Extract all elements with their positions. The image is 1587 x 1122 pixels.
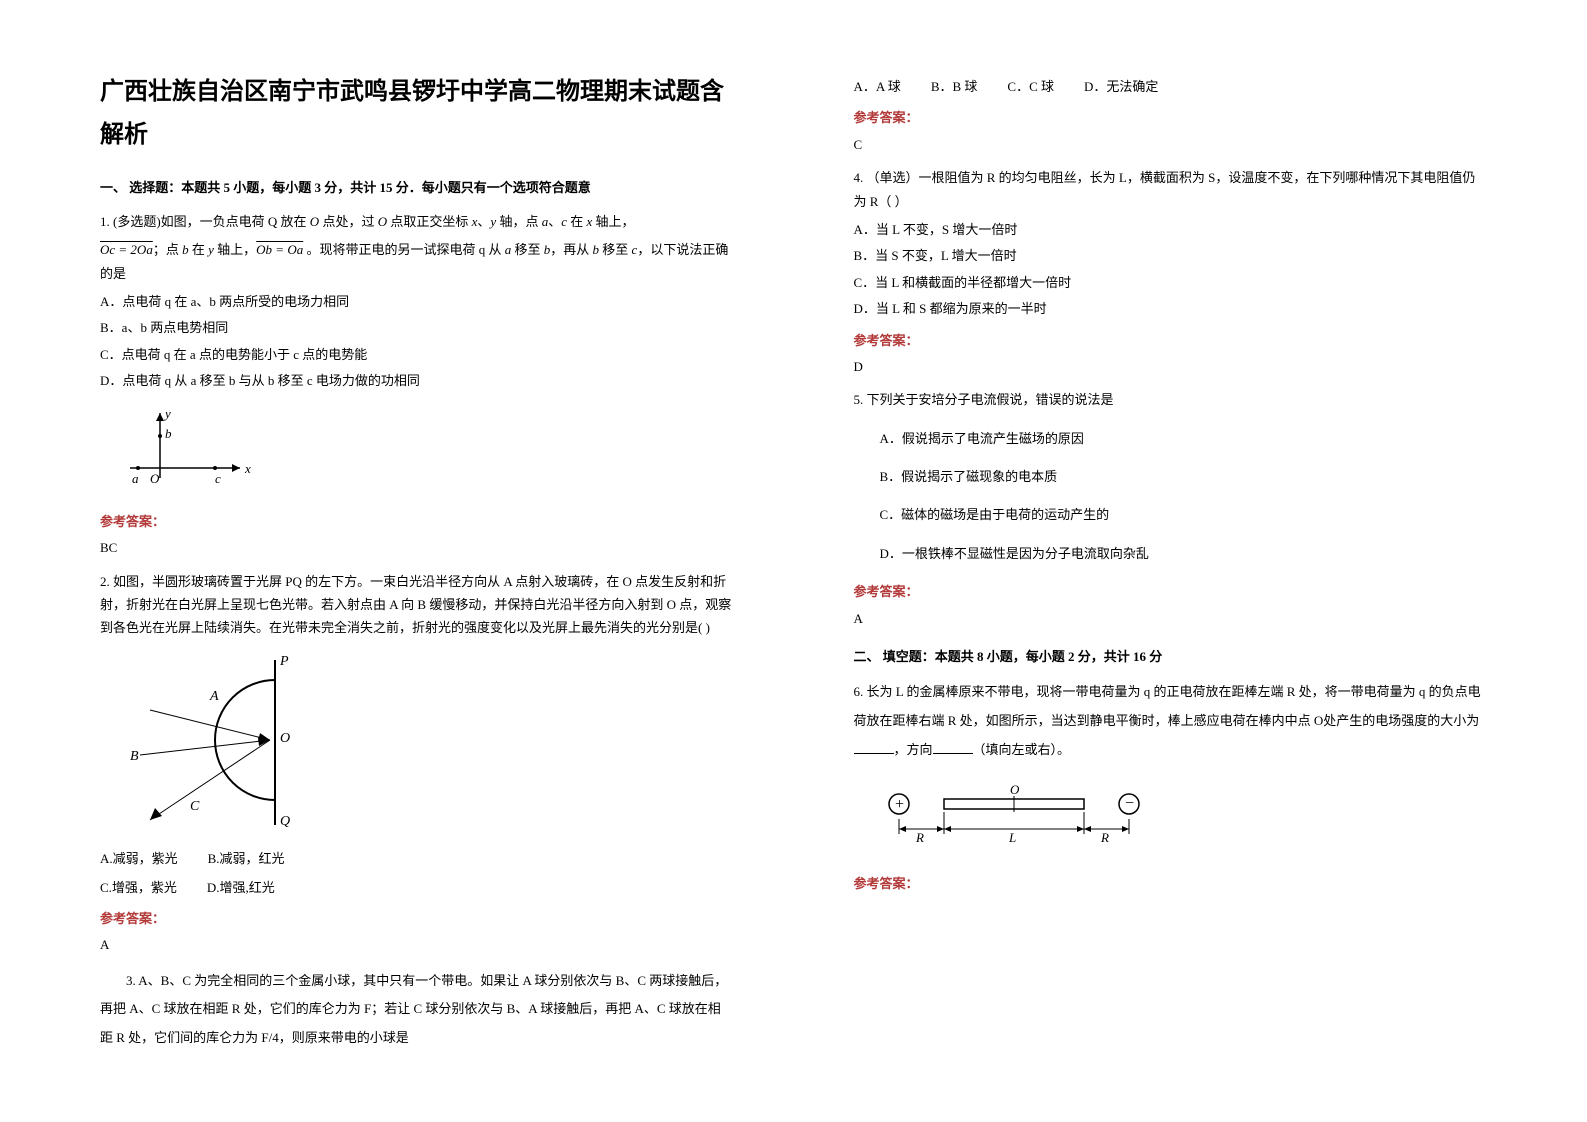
left-page: 广西壮族自治区南宁市武鸣县锣圩中学高二物理期末试题含解析 一、 选择题：本题共 … xyxy=(0,0,794,1122)
q5-answer-label: 参考答案： xyxy=(854,580,1488,603)
question-5: 5. 下列关于安培分子电流假说，错误的说法是 A．假说揭示了电流产生磁场的原因 … xyxy=(854,388,1488,630)
q5-text: 5. 下列关于安培分子电流假说，错误的说法是 xyxy=(854,388,1488,411)
q2-optA: A.减弱，紫光 xyxy=(100,847,178,870)
document-title: 广西壮族自治区南宁市武鸣县锣圩中学高二物理期末试题含解析 xyxy=(100,70,734,156)
q3-optA: A．A 球 xyxy=(854,75,901,98)
svg-text:b: b xyxy=(165,426,172,441)
q5-optD: D．一根铁棒不显磁性是因为分子电流取向杂乱 xyxy=(880,542,1488,565)
question-2: 2. 如图，半圆形玻璃砖置于光屏 PQ 的左下方。一束白光沿半径方向从 A 点射… xyxy=(100,570,734,957)
q1-figure: y x a O b c xyxy=(120,403,734,500)
q2-optD: D.增强,红光 xyxy=(207,876,275,899)
q4-text: 4. （单选）一根阻值为 R 的均匀电阻丝，长为 L，横截面积为 S，设温度不变… xyxy=(854,166,1488,213)
q5-optC: C．磁体的磁场是由于电荷的运动产生的 xyxy=(880,503,1488,526)
q1-text: 1. (多选题)如图，一负点电荷 Q 放在 O 点处，过 O 点取正交坐标 x、… xyxy=(100,210,734,233)
q4-answer-label: 参考答案： xyxy=(854,329,1488,352)
right-page: A．A 球 B．B 球 C．C 球 D．无法确定 参考答案： C 4. （单选）… xyxy=(794,0,1587,1122)
svg-text:R: R xyxy=(1100,830,1109,845)
q2-answer: A xyxy=(100,933,734,956)
q6-answer-label: 参考答案： xyxy=(854,872,1488,895)
q1-optC: C．点电荷 q 在 a 点的电势能小于 c 点的电势能 xyxy=(100,343,734,366)
svg-text:O: O xyxy=(150,471,160,486)
q3-optC: C．C 球 xyxy=(1007,75,1054,98)
svg-text:A: A xyxy=(209,689,219,704)
q3-options: A．A 球 B．B 球 C．C 球 D．无法确定 xyxy=(854,75,1488,98)
q5-optB: B．假说揭示了磁现象的电本质 xyxy=(880,465,1488,488)
svg-text:P: P xyxy=(279,654,289,669)
question-4: 4. （单选）一根阻值为 R 的均匀电阻丝，长为 L，横截面积为 S，设温度不变… xyxy=(854,166,1488,378)
charge-rod-svg: + O − R L R xyxy=(874,774,1174,854)
question-6: 6. 长为 L 的金属棒原来不带电，现将一带电荷量为 q 的正电荷放在距棒左端 … xyxy=(854,678,1488,895)
section2-header: 二、 填空题：本题共 8 小题，每小题 2 分，共计 16 分 xyxy=(854,645,1488,668)
q6-text: 6. 长为 L 的金属棒原来不带电，现将一带电荷量为 q 的正电荷放在距棒左端 … xyxy=(854,678,1488,764)
svg-text:O: O xyxy=(280,731,290,746)
q1-optA: A．点电荷 q 在 a、b 两点所受的电场力相同 xyxy=(100,290,734,313)
q3-text: 3. A、B、C 为完全相同的三个金属小球，其中只有一个带电。如果让 A 球分别… xyxy=(100,967,734,1053)
q4-answer: D xyxy=(854,355,1488,378)
svg-text:x: x xyxy=(244,461,251,476)
q3-optB: B．B 球 xyxy=(931,75,978,98)
svg-text:y: y xyxy=(163,406,171,421)
svg-text:B: B xyxy=(130,749,139,764)
q6-figure: + O − R L R xyxy=(874,774,1488,861)
q2-options-row1: A.减弱，紫光 B.减弱，红光 xyxy=(100,847,734,870)
svg-text:C: C xyxy=(190,799,200,814)
q4-optA: A．当 L 不变，S 增大一倍时 xyxy=(854,218,1488,241)
q2-answer-label: 参考答案： xyxy=(100,907,734,930)
svg-text:−: − xyxy=(1125,795,1134,812)
svg-text:+: + xyxy=(895,796,904,813)
q3-answer: C xyxy=(854,133,1488,156)
q1-optD: D．点电荷 q 从 a 移至 b 与从 b 移至 c 电场力做的功相同 xyxy=(100,369,734,392)
svg-text:L: L xyxy=(1008,830,1016,845)
q2-text: 2. 如图，半圆形玻璃砖置于光屏 PQ 的左下方。一束白光沿半径方向从 A 点射… xyxy=(100,570,734,640)
svg-text:a: a xyxy=(132,471,139,486)
q1-answer-label: 参考答案： xyxy=(100,510,734,533)
q1-optB: B．a、b 两点电势相同 xyxy=(100,316,734,339)
q2-optC: C.增强，紫光 xyxy=(100,876,177,899)
coordinate-axis-svg: y x a O b c xyxy=(120,403,260,493)
q4-optC: C．当 L 和横截面的半径都增大一倍时 xyxy=(854,271,1488,294)
section1-header: 一、 选择题：本题共 5 小题，每小题 3 分，共计 15 分．每小题只有一个选… xyxy=(100,176,734,199)
question-3: 3. A、B、C 为完全相同的三个金属小球，其中只有一个带电。如果让 A 球分别… xyxy=(100,967,734,1053)
q1-answer: BC xyxy=(100,536,734,559)
q3-optD: D．无法确定 xyxy=(1084,75,1158,98)
q2-figure: P Q O A B C xyxy=(120,650,734,837)
q4-optB: B．当 S 不变，L 增大一倍时 xyxy=(854,244,1488,267)
q4-optD: D．当 L 和 S 都缩为原来的一半时 xyxy=(854,297,1488,320)
svg-text:R: R xyxy=(915,830,924,845)
q3-answer-label: 参考答案： xyxy=(854,106,1488,129)
q5-answer: A xyxy=(854,607,1488,630)
q5-optA: A．假说揭示了电流产生磁场的原因 xyxy=(880,427,1488,450)
q2-optB: B.减弱，红光 xyxy=(208,847,285,870)
svg-text:c: c xyxy=(215,471,221,486)
q2-options-row2: C.增强，紫光 D.增强,红光 xyxy=(100,876,734,899)
prism-svg: P Q O A B C xyxy=(120,650,330,830)
q1-formula-line: Oc = 2Oa；点 b 在 y 轴上，Ob = Oa 。现将带正电的另一试探电… xyxy=(100,238,734,285)
svg-text:O: O xyxy=(1010,782,1020,797)
svg-text:Q: Q xyxy=(280,814,290,829)
question-1: 1. (多选题)如图，一负点电荷 Q 放在 O 点处，过 O 点取正交坐标 x、… xyxy=(100,210,734,560)
